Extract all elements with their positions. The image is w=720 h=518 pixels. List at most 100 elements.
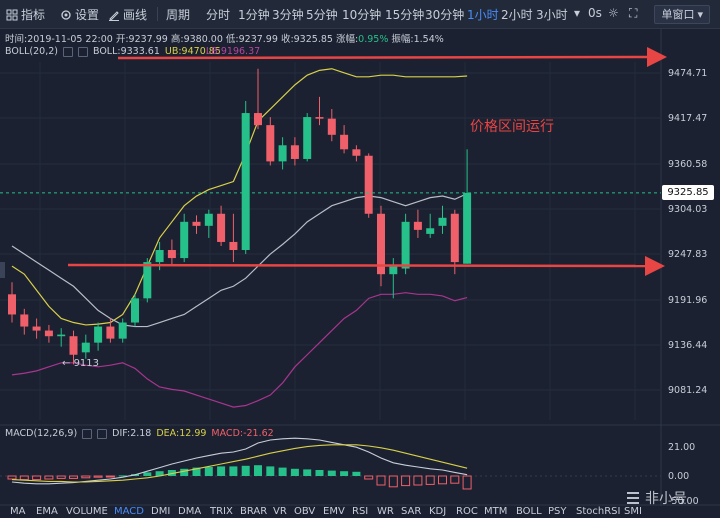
tab-kdj[interactable]: KDJ bbox=[429, 506, 447, 517]
candle-body bbox=[315, 117, 324, 119]
period-10min[interactable]: 10分钟 bbox=[342, 8, 382, 22]
macd-bar bbox=[462, 475, 472, 490]
indicator-label: 指标 bbox=[21, 8, 46, 22]
tab-boll[interactable]: BOLL bbox=[516, 506, 542, 517]
macd-bar bbox=[254, 465, 262, 476]
watermark-text: 非小号 bbox=[645, 491, 687, 507]
tab-sar[interactable]: SAR bbox=[401, 506, 422, 517]
macd-bar bbox=[7, 475, 17, 480]
tab-emv[interactable]: EMV bbox=[323, 506, 345, 517]
pen-icon bbox=[109, 10, 119, 21]
macd-dif-value: DIF:2.18 bbox=[112, 428, 152, 439]
info-change-value: 0.95% bbox=[358, 34, 389, 45]
fullscreen-icon[interactable]: ⛶ bbox=[629, 6, 638, 20]
period-label: 周期 bbox=[166, 8, 191, 22]
tab-smi[interactable]: SMI bbox=[624, 506, 642, 517]
period-15min[interactable]: 15分钟 bbox=[385, 8, 425, 22]
candle-body bbox=[438, 217, 447, 226]
tab-dmi[interactable]: DMI bbox=[151, 506, 171, 517]
y-tick: 9304.03 bbox=[668, 204, 708, 215]
gear-icon bbox=[61, 9, 71, 20]
macd-bar bbox=[413, 475, 423, 486]
tab-macd[interactable]: MACD bbox=[114, 506, 144, 517]
top-toolbar: 指标 设置 画线 周期 分时 1分钟 3分钟 5分钟 10分钟 15分钟 30分… bbox=[0, 0, 720, 29]
lower-range-arrow bbox=[67, 255, 665, 276]
single-window-label: 单窗口 bbox=[661, 8, 695, 21]
macd-bar bbox=[438, 475, 447, 485]
macd-bar bbox=[340, 471, 349, 476]
tab-dma[interactable]: DMA bbox=[178, 506, 202, 517]
period-3min[interactable]: 3分钟 bbox=[272, 8, 304, 22]
indicator-button[interactable]: 指标 bbox=[6, 6, 45, 23]
collapse-handle[interactable] bbox=[0, 262, 5, 278]
tab-psy[interactable]: PSY bbox=[548, 506, 567, 517]
draw-line-button[interactable]: 画线 bbox=[108, 6, 147, 23]
period-fenshi[interactable]: 分时 bbox=[206, 8, 231, 22]
tab-ma[interactable]: MA bbox=[10, 506, 26, 517]
macd-bar bbox=[290, 468, 299, 476]
close-square-icon[interactable] bbox=[97, 428, 108, 439]
candle-body bbox=[426, 228, 435, 234]
sun-icon[interactable]: ☼ bbox=[608, 6, 619, 20]
macd-bar bbox=[105, 475, 115, 478]
macd-bar bbox=[32, 475, 42, 481]
macd-dea-value: DEA:12.99 bbox=[156, 428, 207, 439]
chevron-down-icon[interactable]: ▾ bbox=[574, 6, 581, 20]
settings-button[interactable]: 设置 bbox=[60, 6, 99, 23]
candle-body bbox=[364, 155, 373, 214]
tab-roc[interactable]: ROC bbox=[456, 506, 478, 517]
tab-obv[interactable]: OBV bbox=[294, 506, 316, 517]
y-tick: 9081.24 bbox=[668, 385, 708, 396]
macd-dif-line bbox=[11, 437, 468, 485]
current-price-tag: 9325.85 bbox=[662, 185, 714, 200]
macd-bar bbox=[81, 475, 91, 479]
macd-bar bbox=[180, 468, 189, 476]
macd-bar bbox=[364, 475, 374, 480]
macd-bar bbox=[266, 466, 275, 476]
candle-body bbox=[106, 326, 115, 339]
period-1hour[interactable]: 1小时 bbox=[467, 8, 499, 22]
period-5min[interactable]: 5分钟 bbox=[306, 8, 338, 22]
macd-value: MACD:-21.62 bbox=[211, 428, 274, 439]
single-window-button[interactable]: 单窗口 ▾ bbox=[654, 5, 710, 24]
candle-body bbox=[8, 294, 16, 315]
candle-body bbox=[327, 118, 336, 135]
info-amplitude: 振幅:1.54% bbox=[391, 34, 444, 45]
tab-mtm[interactable]: MTM bbox=[484, 506, 508, 517]
indicator-icon bbox=[6, 9, 18, 20]
macd-name: MACD(12,26,9) bbox=[5, 428, 78, 439]
candle-body bbox=[241, 113, 250, 251]
candle-body bbox=[229, 241, 238, 251]
y-tick: 9474.71 bbox=[668, 68, 708, 79]
macd-bar bbox=[327, 470, 336, 476]
y-tick: 9247.83 bbox=[668, 249, 708, 260]
info-low: 低:9237.99 bbox=[225, 34, 278, 45]
macd-legend: MACD(12,26,9) DIF:2.18 DEA:12.99 MACD:-2… bbox=[5, 428, 274, 439]
tab-stochrsi[interactable]: StochRSI bbox=[576, 506, 621, 517]
settings-square-icon[interactable] bbox=[82, 428, 93, 439]
period-3hour[interactable]: 3小时 bbox=[536, 8, 568, 22]
tab-wr[interactable]: WR bbox=[377, 506, 394, 517]
boll-lines bbox=[11, 68, 468, 408]
close-square-icon[interactable] bbox=[77, 46, 88, 57]
tab-volume[interactable]: VOLUME bbox=[66, 506, 108, 517]
candle-body bbox=[278, 145, 287, 162]
candle-body bbox=[352, 149, 361, 156]
candle-body bbox=[413, 221, 422, 230]
tab-brar[interactable]: BRAR bbox=[240, 506, 268, 517]
period-2hour[interactable]: 2小时 bbox=[501, 8, 533, 22]
tab-ema[interactable]: EMA bbox=[36, 506, 58, 517]
candle-body bbox=[450, 213, 459, 263]
tab-trix[interactable]: TRIX bbox=[210, 506, 233, 517]
period-30min[interactable]: 30分钟 bbox=[425, 8, 465, 22]
tab-rsi[interactable]: RSI bbox=[352, 506, 369, 517]
macd-bar bbox=[131, 474, 139, 476]
macd-bar bbox=[69, 475, 78, 479]
macd-bar bbox=[352, 471, 361, 476]
macd-bar bbox=[44, 475, 54, 480]
tab-vr[interactable]: VR bbox=[273, 506, 287, 517]
macd-bar bbox=[241, 465, 250, 476]
settings-square-icon[interactable] bbox=[62, 46, 73, 57]
period-1min[interactable]: 1分钟 bbox=[238, 8, 270, 22]
